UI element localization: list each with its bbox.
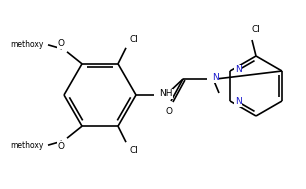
Text: O: O — [58, 39, 65, 48]
Text: O: O — [166, 107, 173, 116]
Text: O: O — [58, 142, 65, 151]
Text: methoxy: methoxy — [11, 40, 44, 49]
Text: N: N — [212, 74, 219, 83]
Text: Cl: Cl — [129, 35, 138, 44]
Text: Cl: Cl — [129, 146, 138, 155]
Text: N: N — [235, 98, 242, 106]
Text: N: N — [235, 66, 242, 74]
Text: NH: NH — [159, 90, 173, 98]
Text: Cl: Cl — [251, 25, 260, 34]
Text: methoxy: methoxy — [11, 141, 44, 150]
